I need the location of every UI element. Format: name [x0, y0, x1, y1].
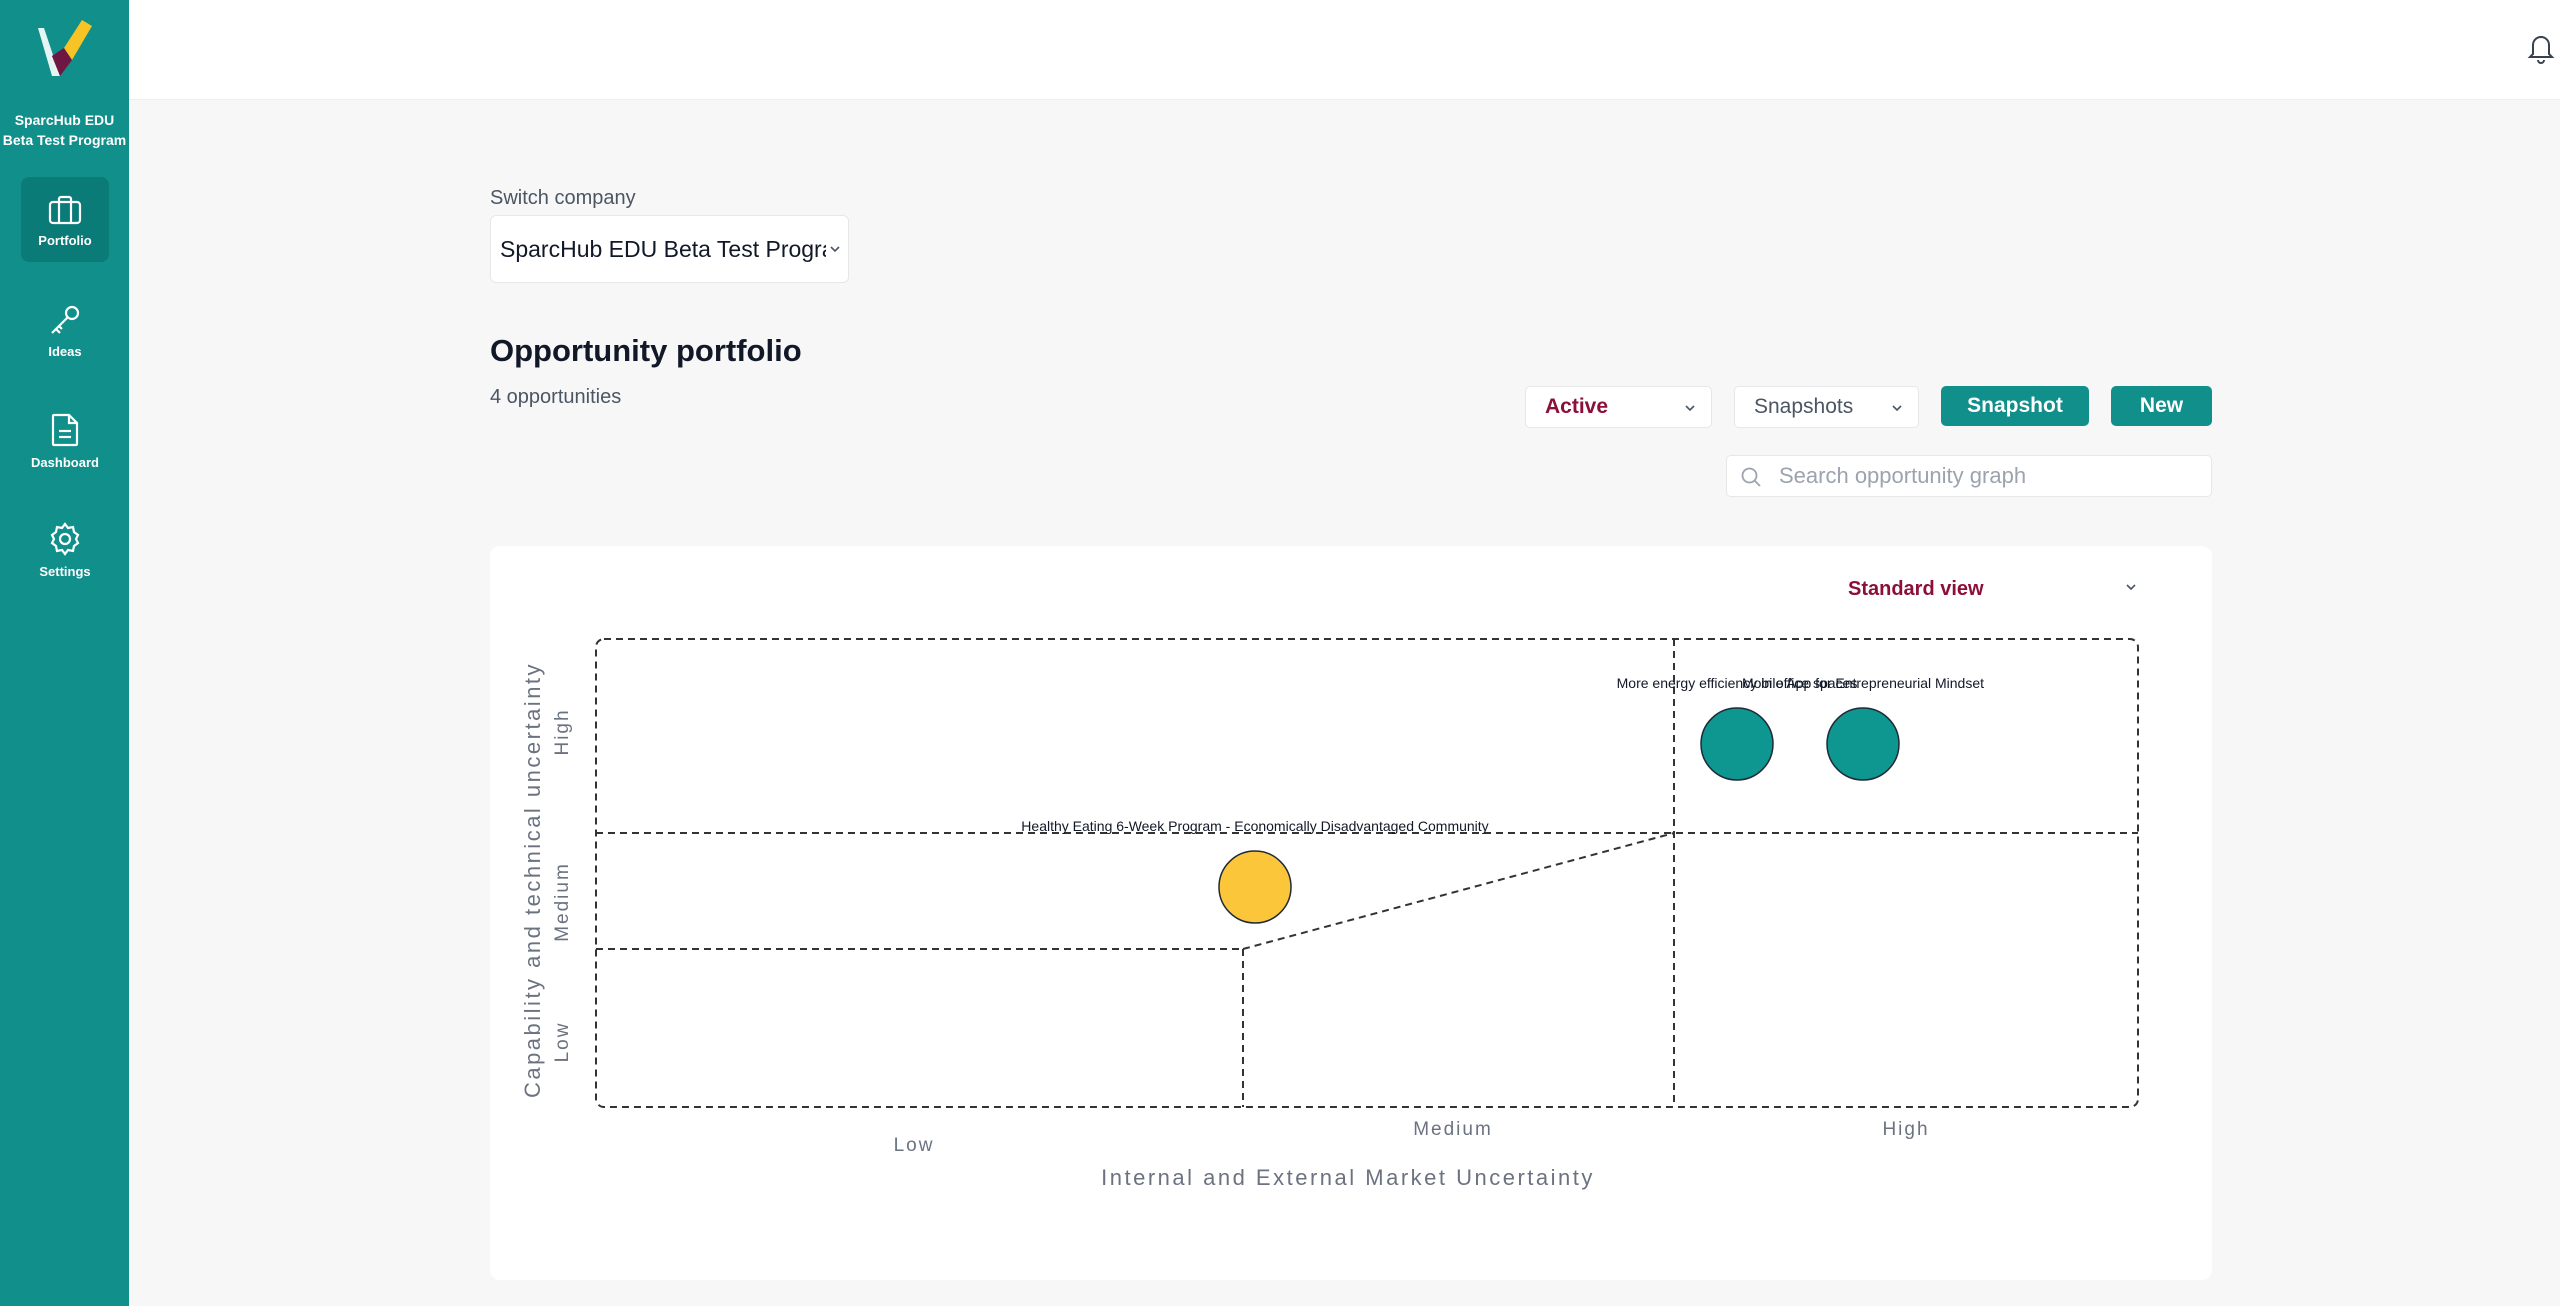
chevron-down-icon [1685, 405, 1695, 412]
chevron-down-icon [830, 246, 840, 253]
portfolio-icon [48, 195, 82, 225]
status-filter-value: Active [1545, 395, 1609, 418]
y-tick-label: Medium [552, 862, 573, 942]
opportunity-count: 4 opportunities [490, 386, 622, 408]
sidebar-item-label: Dashboard [31, 455, 99, 470]
sidebar-item-label: Ideas [48, 344, 82, 359]
gear-icon [50, 522, 80, 556]
sidebar-item-settings[interactable]: Settings [21, 504, 109, 589]
view-select[interactable]: Standard view [1848, 574, 2138, 604]
opportunity-graph: Low Medium High Internal and External Ma… [520, 638, 2139, 1190]
x-axis-title: Internal and External Market Uncertainty [1101, 1165, 1595, 1190]
y-tick-label: High [552, 708, 573, 755]
company-select[interactable]: SparcHub EDU Beta Test Program [490, 215, 849, 283]
sidebar-item-portfolio[interactable]: Portfolio [21, 177, 109, 262]
grid-line [1242, 832, 1675, 950]
status-filter-select[interactable]: Active [1525, 386, 1712, 428]
chevron-down-icon [2126, 584, 2136, 591]
snapshot-button[interactable]: Snapshot [1941, 386, 2089, 426]
new-button[interactable]: New [2111, 386, 2212, 426]
search-box [1726, 455, 2212, 497]
opportunity-bubble-label: Healthy Eating 6-Week Program - Economic… [1021, 818, 1488, 834]
view-select-value: Standard view [1848, 577, 1984, 600]
opportunity-bubble-label: More energy efficiency in office spaces [1617, 675, 1858, 691]
sidebar: SparcHub EDU Beta Test Program Portfolio… [0, 0, 129, 1306]
org-name: SparcHub EDU Beta Test Program [2, 112, 127, 148]
sidebar-item-ideas[interactable]: Ideas [21, 286, 109, 371]
opportunity-bubble[interactable] [1218, 850, 1292, 924]
y-axis-title: Capability and technical uncertainty [520, 662, 545, 1098]
chevron-down-icon [1892, 405, 1902, 412]
graph-frame [595, 638, 2139, 1108]
switch-company-label: Switch company [490, 187, 636, 209]
key-icon [51, 305, 80, 334]
sidebar-item-dashboard[interactable]: Dashboard [21, 395, 109, 480]
bell-icon[interactable] [2526, 32, 2556, 64]
y-tick-label: Low [552, 1022, 573, 1063]
top-bar [129, 0, 2560, 100]
snapshots-value: Snapshots [1754, 395, 1854, 418]
opportunity-bubble[interactable] [1700, 707, 1774, 781]
opportunity-bubble[interactable] [1826, 707, 1900, 781]
sparchub-logo[interactable] [30, 18, 100, 80]
x-tick-label: High [1882, 1119, 1929, 1140]
search-icon [1741, 467, 1761, 487]
page-title: Opportunity portfolio [490, 333, 802, 368]
search-input[interactable] [1779, 456, 2199, 496]
document-icon [51, 413, 79, 447]
opportunity-graph-card: Standard view Low Medium High Internal a… [490, 546, 2212, 1280]
company-select-value: SparcHub EDU Beta Test Program [500, 235, 826, 262]
sidebar-item-label: Settings [39, 564, 91, 579]
opportunity-bubble-label: Mobile App for Entrepreneurial Mindset [1742, 675, 1984, 691]
sidebar-item-label: Portfolio [38, 233, 92, 248]
snapshots-select[interactable]: Snapshots [1734, 386, 1919, 428]
x-tick-label: Low [894, 1135, 935, 1156]
x-tick-label: Medium [1413, 1119, 1493, 1140]
